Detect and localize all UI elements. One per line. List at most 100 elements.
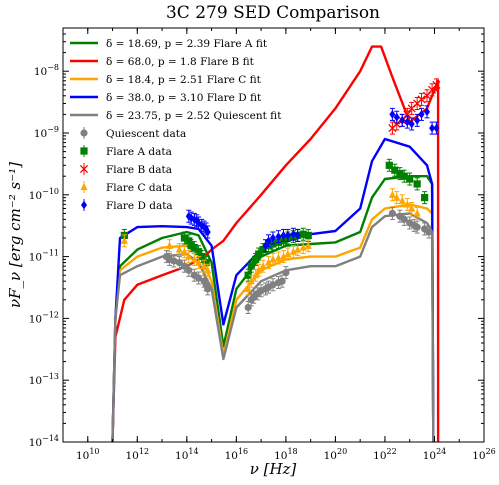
- data-point-0: [269, 281, 277, 289]
- data-point-0: [282, 269, 290, 277]
- data-point-1: [396, 170, 404, 178]
- x-tick-label: 1020: [324, 447, 348, 462]
- fit-line-1: [111, 45, 440, 442]
- data-point-3: [289, 247, 297, 255]
- data-point-1: [413, 180, 421, 188]
- data-point-3: [284, 249, 292, 258]
- data-point-4: [204, 227, 211, 237]
- legend-fit-label: δ = 68.0, p = 1.8 Flare B fit: [106, 56, 255, 68]
- data-point-3: [403, 200, 411, 208]
- plot-frame: [62, 27, 485, 443]
- data-point-1: [299, 230, 307, 238]
- data-point-3: [190, 255, 198, 263]
- legend-data-label: Flare A data: [106, 146, 172, 158]
- data-point-4: [414, 115, 421, 125]
- data-point-1: [195, 248, 203, 256]
- data-point-0: [185, 266, 193, 274]
- data-point-3: [388, 190, 396, 198]
- data-point-3: [165, 241, 174, 249]
- data-point-1: [190, 243, 198, 252]
- data-point-1: [244, 271, 252, 279]
- data-point-3: [247, 277, 255, 285]
- data-point-3: [279, 252, 288, 260]
- data-point-0: [400, 215, 408, 223]
- data-point-3: [299, 243, 307, 251]
- data-point-3: [259, 262, 267, 270]
- legend: δ = 18.69, p = 2.39 Flare A fit δ = 68.0,…: [70, 38, 282, 212]
- x-axis-title: ν [Hz]: [250, 460, 297, 478]
- data-point-3: [269, 255, 277, 263]
- y-tick-label: 10−12: [29, 310, 59, 325]
- data-point-4: [294, 231, 301, 240]
- data-point-3: [200, 262, 208, 270]
- data-point-1: [252, 255, 260, 264]
- data-point-4: [404, 117, 411, 127]
- data-point-1: [400, 172, 408, 180]
- legend-fit-label: δ = 18.4, p = 2.51 Flare C fit: [106, 74, 262, 86]
- chart-title: 3C 279 SED Comparison: [166, 3, 380, 23]
- data-point-3: [204, 266, 212, 274]
- x-tick-label: 1014: [175, 447, 199, 462]
- data-point-4: [195, 218, 202, 228]
- data-point-1: [255, 250, 263, 258]
- data-point-3: [255, 266, 263, 274]
- data-point-0: [425, 228, 433, 236]
- data-point-4: [433, 123, 440, 133]
- data-point-4: [275, 232, 282, 242]
- legend-marker: [81, 200, 87, 210]
- data-point-0: [204, 285, 212, 293]
- data-point-3: [264, 258, 273, 266]
- data-point-1: [198, 252, 206, 261]
- y-tick-label: 10−14: [29, 434, 59, 449]
- y-tick-label: 10−9: [34, 125, 59, 140]
- x-axis: 1010 1012 1014 1016 1018 1020 1022 1024 1026: [62, 28, 496, 462]
- data-point-0: [278, 277, 286, 285]
- data-point-3: [398, 196, 406, 204]
- data-point-3: [195, 258, 203, 266]
- legend-marker: [80, 147, 88, 155]
- legend-marker: [80, 182, 88, 191]
- fit-line-2: [111, 203, 435, 442]
- legend-marker: [79, 164, 89, 174]
- y-axis: 10−14 10−13 10−12 10−11 10−10 10−9 10−8: [29, 27, 484, 449]
- x-tick-label: 1022: [373, 447, 397, 462]
- data-point-3: [393, 193, 401, 201]
- legend-fit-label: δ = 18.69, p = 2.39 Flare A fit: [106, 38, 268, 50]
- y-tick-label: 10−8: [34, 63, 59, 78]
- data-point-3: [304, 241, 312, 249]
- data-point-0: [195, 274, 203, 282]
- data-point-4: [393, 112, 400, 122]
- y-tick-label: 10−10: [29, 187, 59, 202]
- data-point-4: [290, 229, 297, 239]
- legend-data-label: Flare D data: [106, 200, 173, 212]
- data-point-4: [389, 109, 396, 119]
- x-tick-label: 1010: [76, 447, 100, 462]
- data-point-0: [388, 209, 396, 218]
- data-point-0: [244, 303, 252, 312]
- legend-marker: [80, 129, 88, 137]
- data-point-3: [244, 284, 252, 293]
- y-tick-label: 10−13: [29, 372, 59, 387]
- data-point-4: [284, 231, 291, 240]
- x-tick-label: 1018: [274, 447, 298, 462]
- data-point-2: [422, 91, 432, 100]
- y-axis-title: νF_ν [erg cm⁻² s⁻¹]: [6, 162, 24, 308]
- data-point-0: [413, 223, 421, 231]
- data-point-3: [120, 236, 128, 244]
- data-point-3: [180, 247, 189, 255]
- x-tick-label: 1024: [423, 447, 447, 462]
- x-tick-label: 1016: [225, 447, 249, 462]
- data-point-4: [269, 233, 276, 243]
- data-point-4: [424, 107, 431, 117]
- data-point-4: [280, 231, 287, 240]
- data-point-2: [417, 95, 426, 104]
- legend-fit-label: δ = 23.75, p = 2.52 Quiescent fit: [106, 110, 282, 122]
- legend-fit-label: δ = 38.0, p = 3.10 Flare D fit: [106, 92, 262, 104]
- data-point-1: [385, 161, 393, 169]
- x-tick-label: 1026: [472, 447, 496, 462]
- data-point-1: [421, 194, 429, 202]
- data-point-3: [185, 252, 193, 260]
- legend-data-label: Flare B data: [106, 164, 172, 176]
- data-point-3: [175, 245, 183, 253]
